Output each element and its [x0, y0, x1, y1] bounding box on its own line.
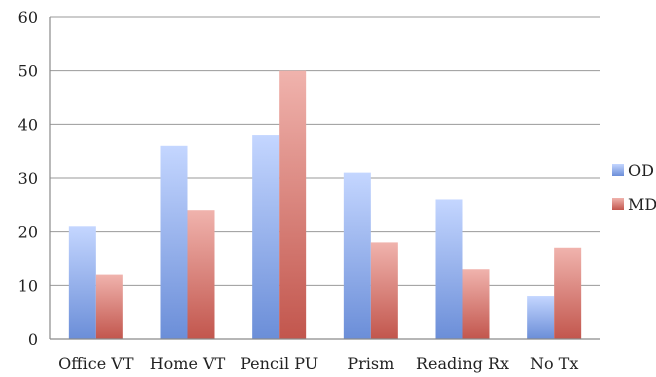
bar-od-home-vt: [160, 145, 188, 339]
bar-od-office-vt: [68, 226, 96, 339]
legend-swatch-md: [612, 198, 624, 210]
bar-md-office-vt: [95, 274, 123, 339]
legend-label-od: OD: [628, 161, 654, 180]
y-tick-labels: 0 10 20 30 40 50 60: [18, 8, 38, 349]
legend-label-md: MD: [628, 195, 656, 214]
bar-md-home-vt: [187, 210, 215, 339]
x-tick-label: Reading Rx: [416, 354, 509, 373]
bar-md-no-tx: [554, 247, 582, 339]
bar-md-reading-rx: [462, 269, 490, 339]
x-tick-label: No Tx: [530, 354, 578, 373]
legend-swatch-od: [612, 164, 624, 176]
y-tick-label: 0: [28, 330, 38, 349]
grid-lines: [50, 16, 600, 286]
bar-md-prism: [370, 242, 398, 339]
bar-od-pencil-pu: [252, 135, 280, 339]
x-tick-labels: Office VT Home VT Pencil PU Prism Reading Rx…: [58, 354, 578, 373]
bar-od-prism: [343, 172, 371, 339]
y-tick-label: 10: [18, 276, 38, 295]
bar-md-pencil-pu: [279, 70, 307, 340]
x-tick-label: Office VT: [58, 354, 134, 373]
bar-od-no-tx: [527, 296, 555, 339]
y-tick-label: 30: [18, 169, 38, 188]
x-tick-label: Pencil PU: [240, 354, 318, 373]
y-tick-label: 60: [18, 8, 38, 27]
bars: [68, 70, 582, 340]
x-tick-label: Prism: [347, 354, 394, 373]
y-tick-label: 50: [18, 62, 38, 81]
axes: [49, 17, 600, 340]
y-tick-label: 20: [18, 223, 38, 242]
x-tick-label: Home VT: [150, 354, 226, 373]
y-tick-label: 40: [18, 115, 38, 134]
bar-od-reading-rx: [435, 199, 463, 339]
legend: OD MD: [612, 161, 656, 214]
